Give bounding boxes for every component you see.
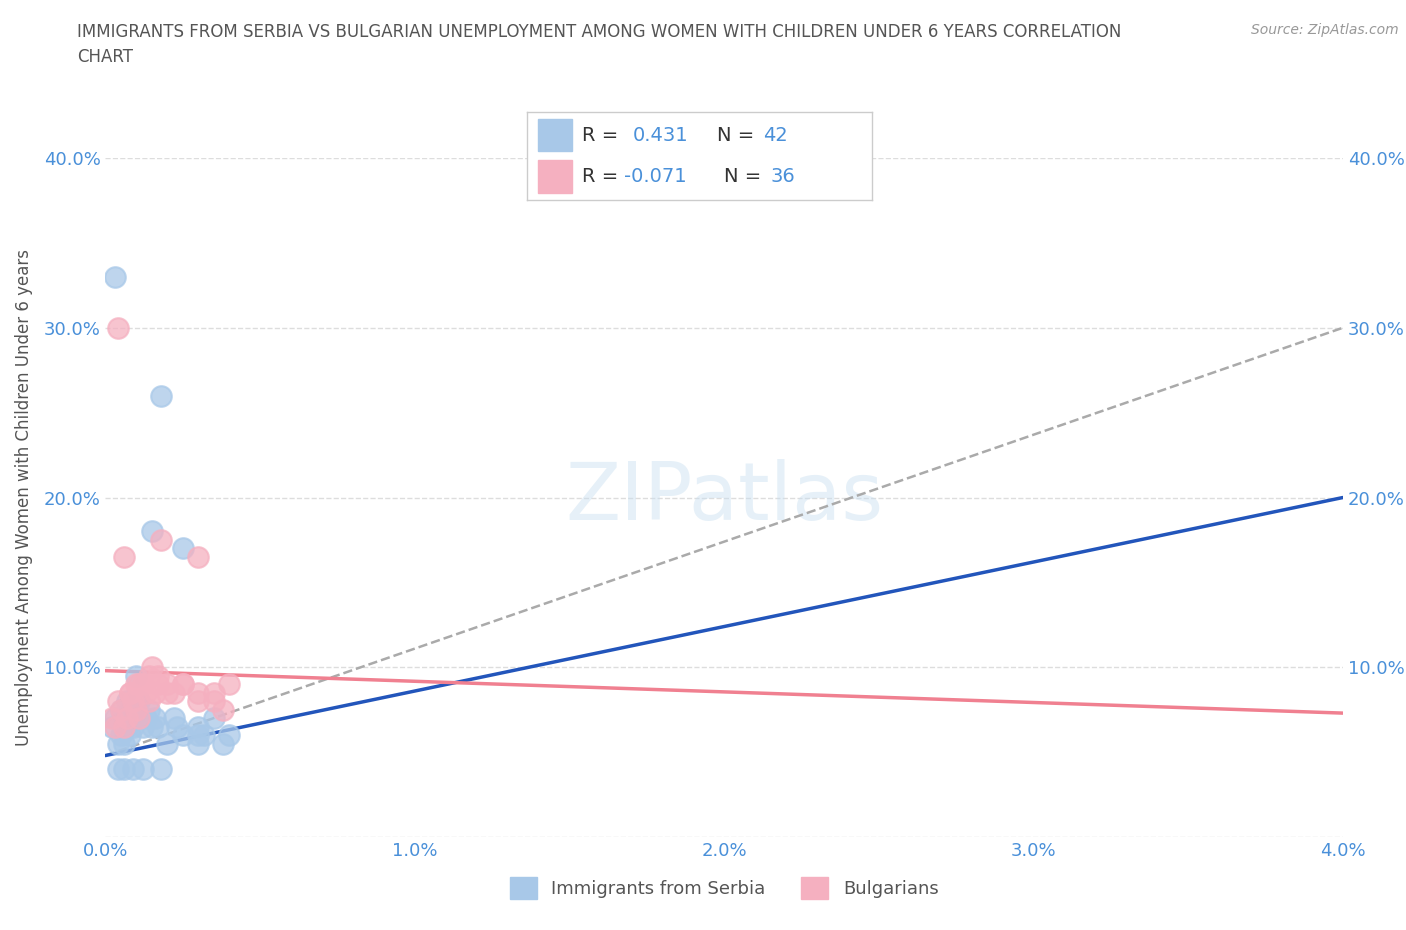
Point	[112, 550, 135, 565]
Point	[187, 694, 209, 709]
Point	[172, 541, 194, 556]
Point	[100, 719, 122, 734]
Text: 42: 42	[763, 126, 787, 144]
Point	[120, 685, 142, 700]
Point	[135, 685, 157, 700]
Point	[150, 389, 173, 404]
Point	[187, 550, 209, 565]
Point	[218, 727, 240, 742]
Point	[143, 685, 166, 700]
Point	[122, 694, 145, 709]
Point	[112, 762, 135, 777]
Point	[156, 685, 179, 700]
Point	[187, 719, 209, 734]
Point	[143, 711, 166, 725]
Bar	[537, 119, 572, 152]
Point	[138, 702, 160, 717]
Point	[110, 702, 132, 717]
Point	[107, 694, 129, 709]
Point	[128, 677, 150, 692]
Point	[107, 762, 129, 777]
Point	[187, 727, 209, 742]
Point	[104, 270, 127, 285]
Point	[120, 702, 142, 717]
Point	[131, 719, 153, 734]
Point	[193, 727, 215, 742]
Point	[150, 762, 173, 777]
Text: R =: R =	[582, 126, 624, 144]
Point	[202, 711, 225, 725]
Point	[115, 719, 138, 734]
Point	[112, 711, 135, 725]
Point	[202, 694, 225, 709]
Point	[125, 677, 148, 692]
Point	[138, 694, 160, 709]
Text: 0.431: 0.431	[633, 126, 688, 144]
Point	[218, 677, 240, 692]
Point	[115, 711, 138, 725]
Point	[125, 702, 148, 717]
Point	[110, 727, 132, 742]
Point	[122, 762, 145, 777]
Text: Source: ZipAtlas.com: Source: ZipAtlas.com	[1251, 23, 1399, 37]
Point	[104, 711, 127, 725]
Point	[128, 694, 150, 709]
Point	[156, 677, 179, 692]
Point	[120, 727, 142, 742]
Point	[138, 669, 160, 684]
Text: R =: R =	[582, 167, 624, 186]
Point	[112, 719, 135, 734]
Point	[202, 685, 225, 700]
Text: -0.071: -0.071	[624, 167, 686, 186]
Point	[146, 669, 169, 684]
Y-axis label: Unemployment Among Women with Children Under 6 years: Unemployment Among Women with Children U…	[14, 249, 32, 746]
Point	[146, 719, 169, 734]
Point	[141, 525, 163, 539]
Text: ZIPatlas: ZIPatlas	[565, 458, 883, 537]
Point	[120, 685, 142, 700]
Text: CHART: CHART	[77, 48, 134, 66]
Text: N =: N =	[724, 167, 768, 186]
Text: IMMIGRANTS FROM SERBIA VS BULGARIAN UNEMPLOYMENT AMONG WOMEN WITH CHILDREN UNDER: IMMIGRANTS FROM SERBIA VS BULGARIAN UNEM…	[77, 23, 1122, 41]
Point	[187, 685, 209, 700]
Point	[125, 669, 148, 684]
Point	[156, 737, 179, 751]
Point	[141, 719, 163, 734]
Point	[110, 702, 132, 717]
Point	[172, 677, 194, 692]
Point	[172, 677, 194, 692]
Point	[187, 737, 209, 751]
Point	[104, 719, 127, 734]
Point	[172, 727, 194, 742]
Bar	[537, 160, 572, 193]
Text: 36: 36	[770, 167, 794, 186]
Point	[107, 320, 129, 336]
Point	[212, 702, 235, 717]
Point	[141, 660, 163, 675]
Point	[131, 677, 153, 692]
Point	[100, 711, 122, 725]
Legend: Immigrants from Serbia, Bulgarians: Immigrants from Serbia, Bulgarians	[502, 870, 946, 906]
Point	[162, 711, 184, 725]
Point	[122, 719, 145, 734]
Point	[112, 737, 135, 751]
Point	[146, 677, 169, 692]
Text: N =: N =	[717, 126, 761, 144]
Point	[150, 533, 173, 548]
Point	[166, 719, 188, 734]
Point	[162, 685, 184, 700]
Point	[125, 694, 148, 709]
Point	[131, 762, 153, 777]
Point	[107, 737, 129, 751]
Point	[128, 711, 150, 725]
Point	[212, 737, 235, 751]
Point	[135, 711, 157, 725]
Point	[128, 711, 150, 725]
Point	[115, 694, 138, 709]
